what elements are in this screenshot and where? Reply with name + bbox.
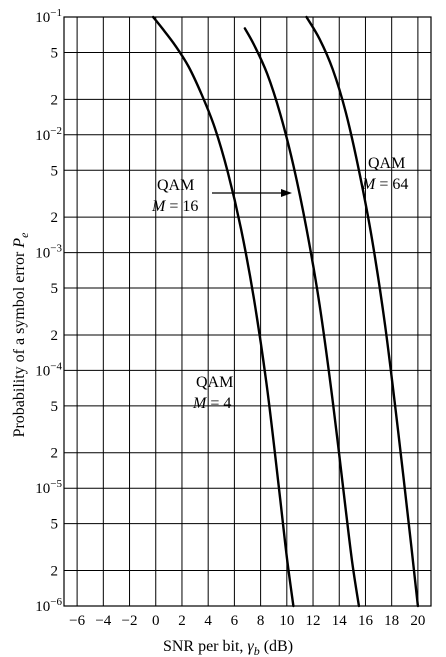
x-tick-label: 18 — [384, 613, 399, 629]
x-tick-label: 8 — [257, 613, 265, 629]
annotation-m16-m-symbol: M — [151, 198, 167, 215]
series-line-m4 — [151, 15, 295, 608]
y-tick-label: 10−1 — [35, 7, 62, 26]
y-tick-label: 5 — [51, 517, 59, 533]
annotation-m4-m-symbol: M — [192, 395, 208, 412]
annotation-m16: QAM M = 16 — [151, 177, 198, 215]
y-tick-label: 2 — [51, 446, 59, 462]
series-line-m16 — [243, 27, 361, 608]
annotation-m64: QAM M = 64 — [361, 155, 408, 193]
x-tick-label: 2 — [178, 613, 186, 629]
series-line-m64 — [305, 15, 420, 608]
x-tick-label: 6 — [231, 613, 239, 629]
y-tick-label: 2 — [51, 210, 59, 226]
x-axis-title-suffix: (dB) — [260, 638, 293, 655]
y-axis-title-symbol: P — [11, 238, 28, 249]
annotation-m4-m: M = 4 — [192, 395, 231, 412]
y-tick-label: 5 — [51, 163, 59, 179]
y-tick-label: 2 — [51, 564, 59, 580]
annotation-m16-arrow — [212, 189, 292, 197]
x-tick-label: −4 — [95, 613, 111, 629]
y-tick-label: 2 — [51, 328, 59, 344]
tick-labels: −6 −4 −2 0 2 4 6 8 10 12 14 16 18 20 10−1 5 2 10−2 5 2 10−3 5… — [35, 7, 425, 629]
y-tick-label: 10−6 — [35, 596, 62, 615]
annotation-m16-m-value: = 16 — [165, 198, 198, 215]
annotation-m4: QAM M = 4 — [192, 374, 233, 412]
x-tick-label: 14 — [332, 613, 348, 629]
x-axis-title-symbol: γ — [247, 638, 254, 655]
x-tick-label: 16 — [358, 613, 374, 629]
annotation-m4-qam: QAM — [196, 374, 233, 391]
y-tick-label: 10−3 — [35, 243, 62, 262]
x-axis-title-sub: b — [254, 644, 260, 657]
annotation-m16-qam: QAM — [157, 177, 194, 194]
annotation-m64-qam: QAM — [368, 155, 405, 172]
y-tick-label: 10−5 — [35, 478, 62, 497]
y-tick-label: 10−4 — [35, 360, 62, 379]
grid — [63, 16, 432, 607]
y-tick-label: 5 — [51, 45, 59, 61]
annotation-m64-m: M = 64 — [361, 176, 408, 193]
y-tick-label: 10−2 — [35, 125, 62, 144]
annotation-m4-m-value: = 4 — [206, 395, 231, 412]
annotation-m16-m: M = 16 — [151, 198, 198, 215]
y-axis-title-sub: e — [17, 232, 31, 238]
x-axis-title-prefix: SNR per bit, — [163, 638, 247, 655]
x-tick-label: 20 — [410, 613, 425, 629]
y-tick-label: 2 — [51, 92, 59, 108]
y-axis-title: Probability of a symbol error Pe — [11, 232, 31, 438]
y-axis-title-prefix: Probability of a symbol error — [11, 248, 28, 438]
y-tick-label: 5 — [51, 281, 59, 297]
annotation-m64-m-symbol: M — [361, 176, 377, 193]
annotation-m64-m-value: = 64 — [375, 176, 408, 193]
x-tick-label: 4 — [204, 613, 212, 629]
x-tick-label: 10 — [279, 613, 294, 629]
x-tick-label: −6 — [69, 613, 85, 629]
x-tick-label: 12 — [306, 613, 321, 629]
x-axis-title: SNR per bit, γb (dB) — [163, 638, 293, 657]
y-tick-label: 5 — [51, 399, 59, 415]
plot-frame — [63, 16, 432, 607]
curves — [151, 15, 420, 608]
arrow-head — [281, 189, 292, 197]
x-tick-label: −2 — [122, 613, 138, 629]
x-tick-label: 0 — [152, 613, 160, 629]
